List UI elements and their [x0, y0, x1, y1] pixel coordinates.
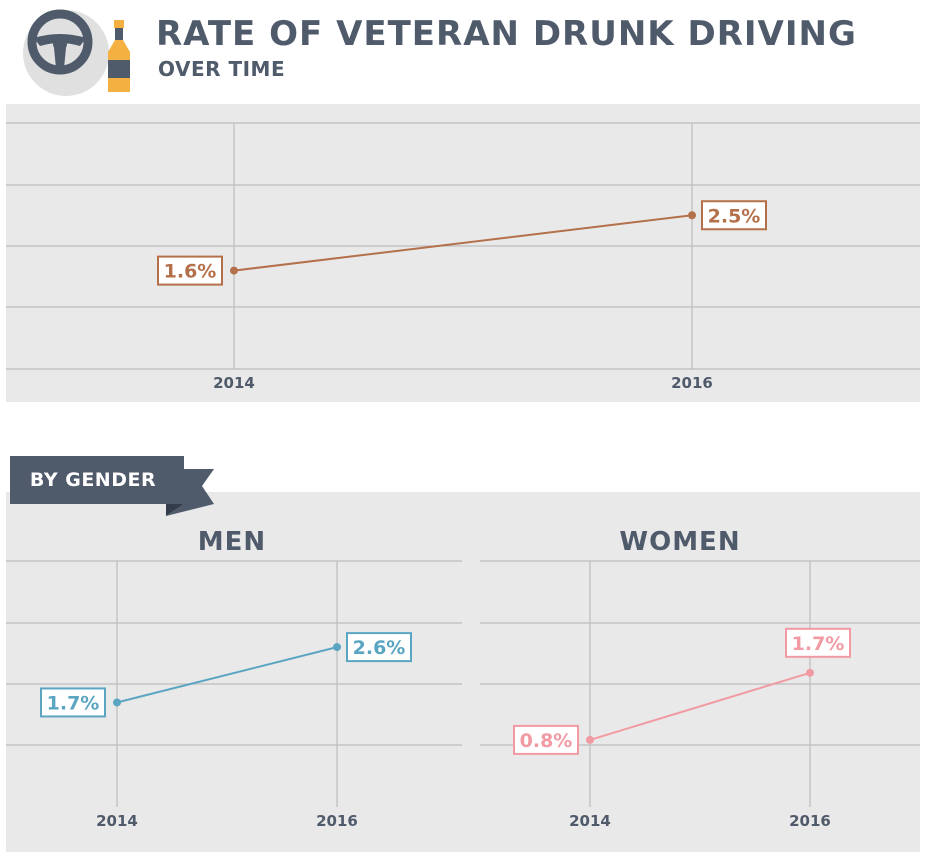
chart-panel-gender [6, 492, 920, 852]
x-tick-label: 2016 [789, 812, 831, 830]
data-label: 2.6% [353, 637, 406, 659]
section-ribbon [10, 456, 214, 516]
x-tick-label: 2016 [671, 374, 713, 392]
data-label: 1.7% [792, 633, 845, 655]
x-tick-label: 2016 [316, 812, 358, 830]
men-chart-title: MEN [197, 527, 267, 557]
data-point [688, 211, 696, 220]
series-line [233, 214, 693, 272]
data-label: 1.7% [47, 692, 100, 714]
chart-panel-overall [6, 104, 920, 402]
data-label: 1.6% [164, 261, 217, 283]
series-line [589, 671, 811, 741]
data-label-box [701, 200, 767, 231]
series-line [116, 646, 338, 704]
page-subtitle: OVER TIME [158, 57, 286, 81]
women-chart-title: WOMEN [619, 527, 741, 557]
data-label: 2.5% [708, 205, 761, 227]
data-label-box [346, 632, 412, 663]
x-tick-label: 2014 [213, 374, 255, 392]
data-label: 0.8% [520, 730, 573, 752]
data-point [806, 668, 814, 677]
steering-wheel-bottle-icon [23, 9, 130, 96]
data-point [230, 266, 238, 275]
x-tick-label: 2014 [96, 812, 138, 830]
data-point [586, 735, 594, 744]
page-title: RATE OF VETERAN DRUNK DRIVING [156, 14, 857, 54]
data-point [113, 698, 121, 707]
x-tick-label: 2014 [569, 812, 611, 830]
data-label-box [785, 627, 851, 658]
data-point [333, 643, 341, 652]
section-label: BY GENDER [29, 469, 157, 491]
header: RATE OF VETERAN DRUNK DRIVING OVER TIME [0, 0, 929, 100]
data-label-box [40, 687, 106, 718]
data-label-box [157, 255, 223, 286]
data-label-box [513, 724, 579, 755]
